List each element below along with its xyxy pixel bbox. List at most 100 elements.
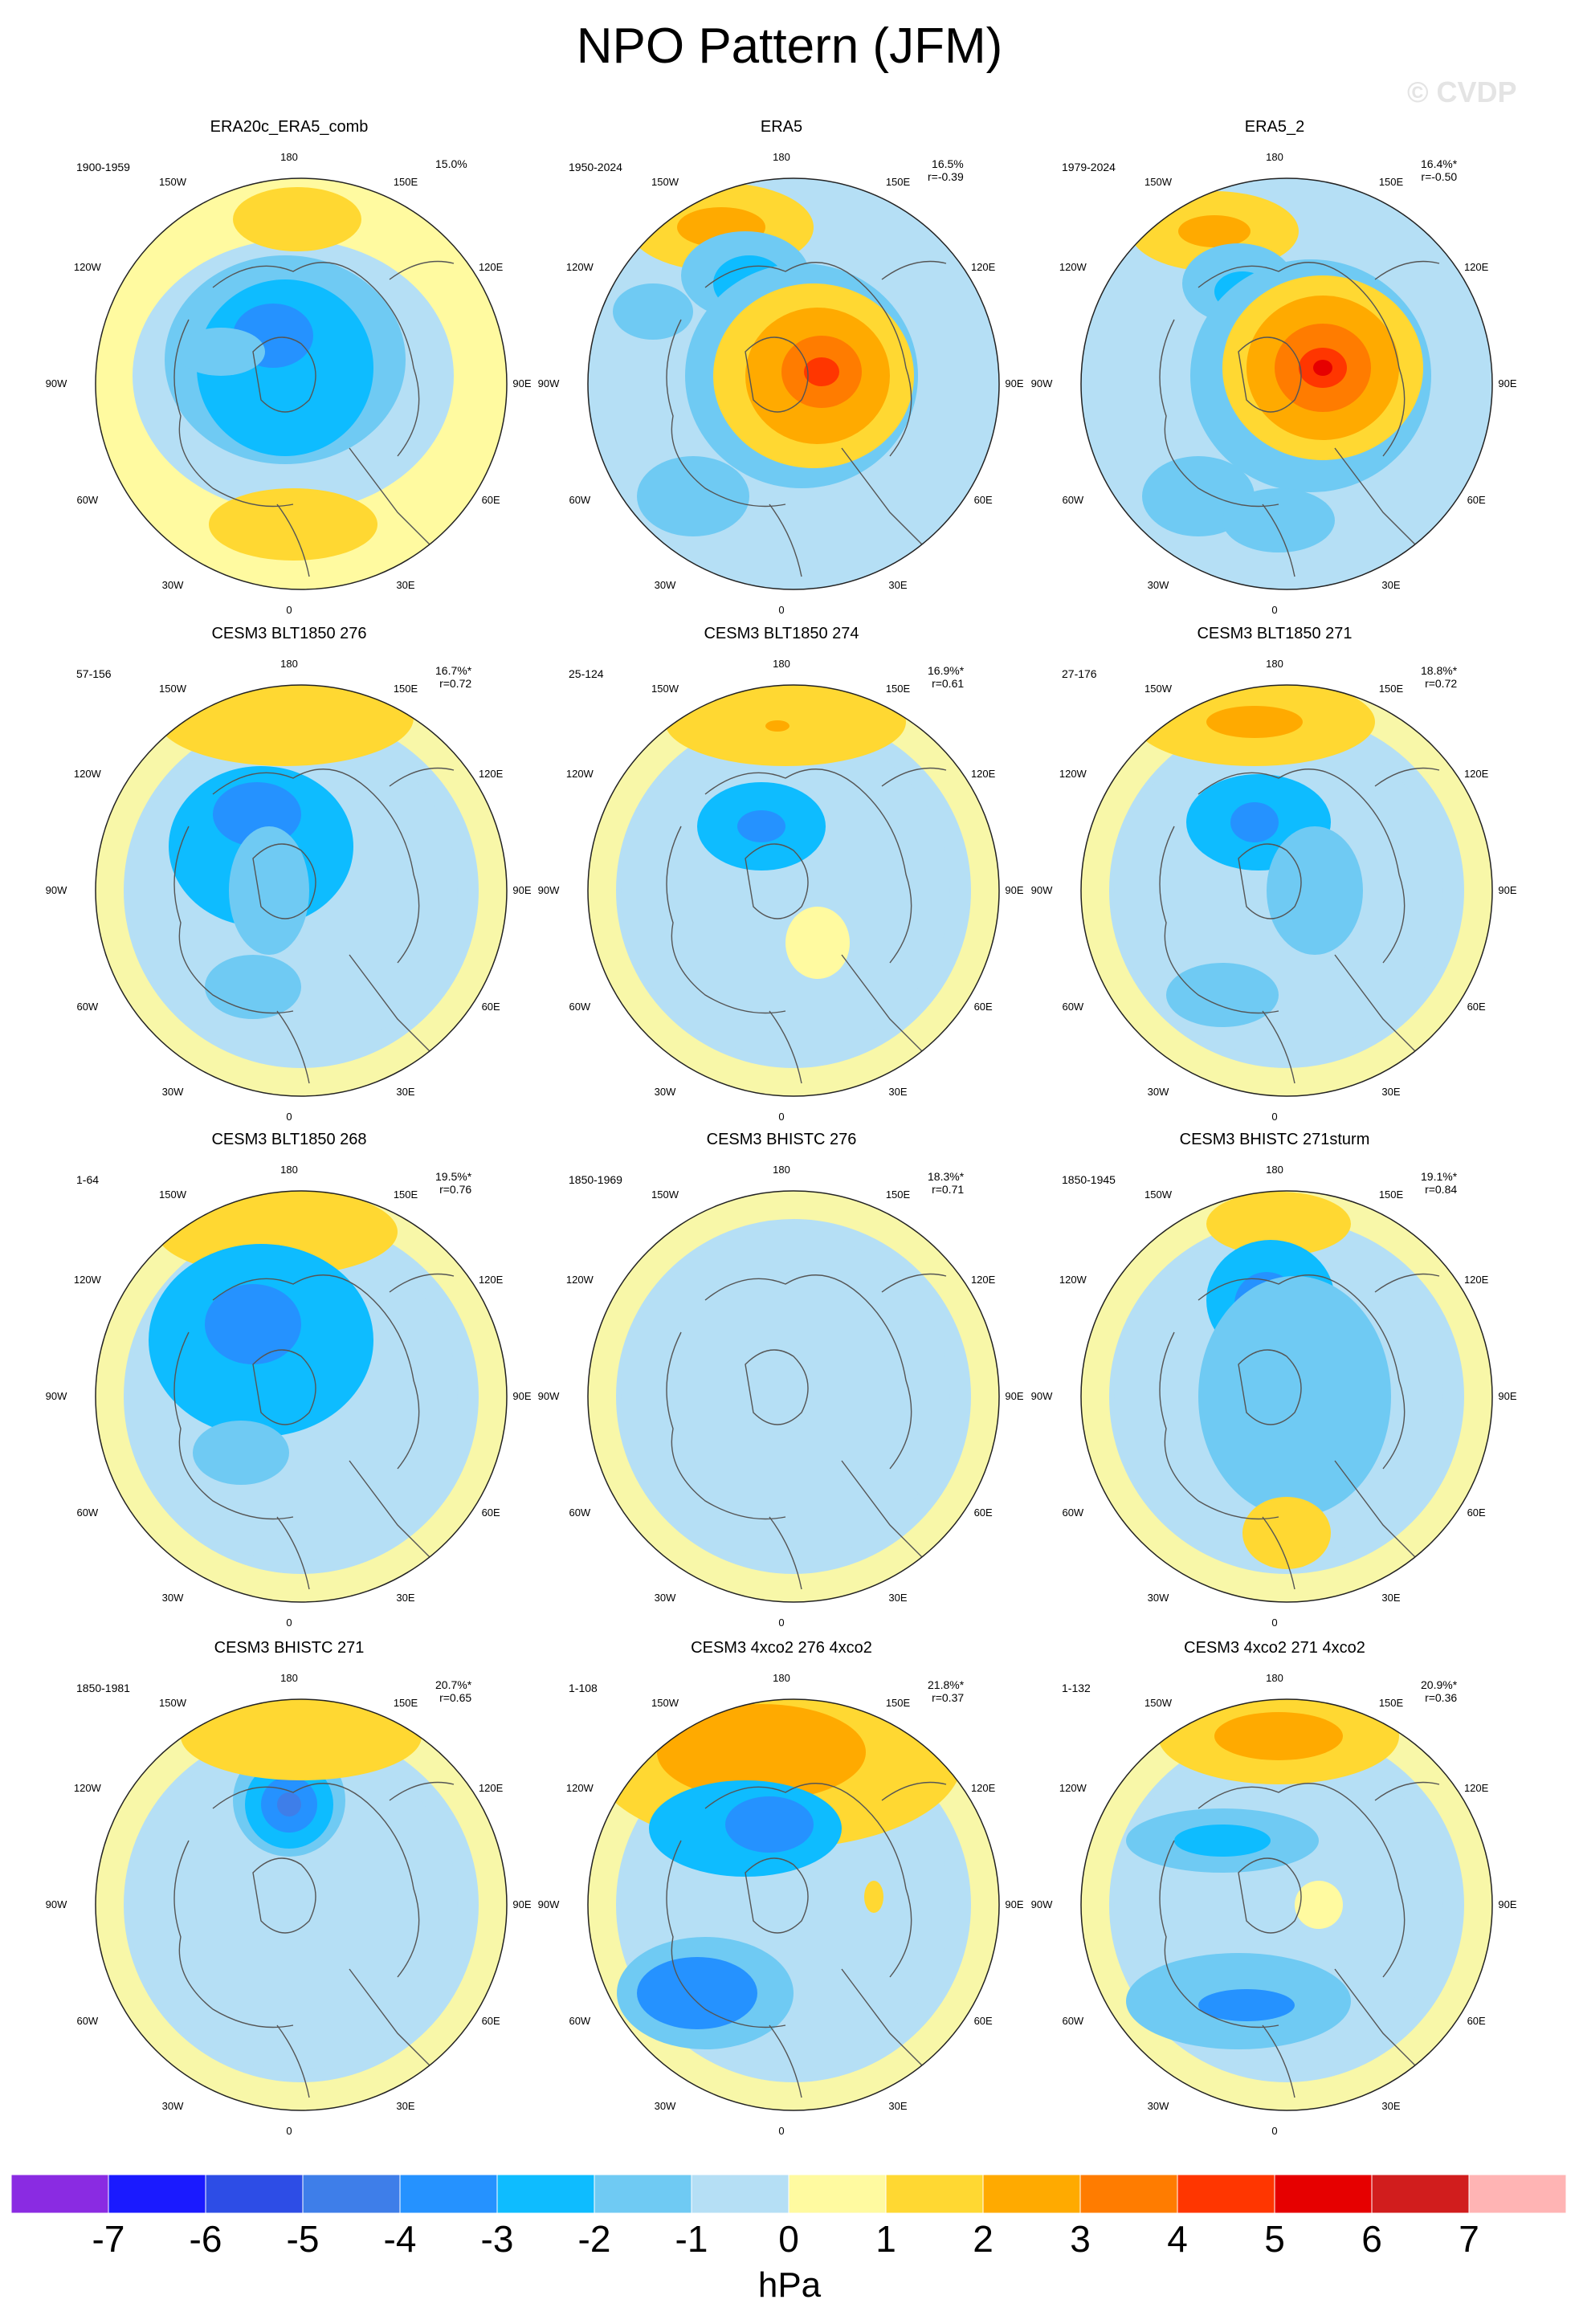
panel-period: 27-176 — [1062, 667, 1097, 680]
colorbar-tick-label: 7 — [1459, 2218, 1479, 2260]
longitude-label: 120W — [1059, 1782, 1087, 1794]
longitude-label: 150W — [159, 1188, 186, 1201]
panel-stats: 16.5% r=-0.39 — [928, 157, 964, 183]
longitude-label: 180 — [280, 151, 298, 163]
explained-variance: 16.9%* — [928, 664, 965, 677]
longitude-label: 60W — [1062, 1507, 1084, 1519]
longitude-label: 120W — [73, 1274, 101, 1286]
panel-title: ERA20c_ERA5_comb — [210, 118, 369, 136]
longitude-label: 60W — [1062, 1001, 1084, 1013]
explained-variance: 18.8%* — [1421, 664, 1458, 677]
longitude-label: 30E — [396, 1086, 415, 1099]
longitude-label: 150E — [885, 175, 911, 188]
longitude-label: 180 — [1266, 658, 1283, 670]
longitude-label: 60W — [1062, 494, 1084, 506]
longitude-label: 150W — [159, 682, 186, 695]
longitude-label: 30W — [1147, 1592, 1169, 1604]
longitude-label: 0 — [778, 1617, 785, 1629]
panel-stats: 20.9%* r=0.36 — [1421, 1678, 1457, 1704]
colorbar-swatch — [691, 2175, 790, 2213]
longitude-label: 90W — [537, 884, 560, 896]
polar-map — [95, 684, 508, 1097]
panel-stats: 18.3%* r=0.71 — [928, 1170, 964, 1196]
panel-title: CESM3 BHISTC 276 — [706, 1131, 857, 1148]
polar-map — [1080, 177, 1493, 590]
longitude-label: 90E — [1498, 884, 1517, 896]
longitude-label: 120W — [1059, 768, 1087, 780]
longitude-label: 0 — [778, 604, 785, 616]
longitude-label: 180 — [773, 658, 790, 670]
longitude-label: 90W — [537, 1390, 560, 1402]
longitude-label: 30E — [888, 1086, 908, 1099]
longitude-label: 60W — [569, 494, 591, 506]
longitude-label: 30E — [888, 2100, 908, 2113]
longitude-label: 120E — [970, 1274, 996, 1286]
longitude-label: 30E — [1381, 2100, 1401, 2113]
longitude-label: 60E — [973, 494, 993, 506]
longitude-label: 120W — [1059, 1274, 1087, 1286]
colorbar-swatch — [1371, 2175, 1470, 2213]
colorbar-tick-label: -6 — [189, 2218, 222, 2260]
polar-map — [1080, 1698, 1493, 2111]
explained-variance: 16.4%* — [1421, 157, 1458, 170]
explained-variance: 16.7%* — [435, 664, 472, 677]
longitude-label: 120E — [1463, 768, 1489, 780]
polar-map — [95, 1190, 508, 1603]
pattern-correlation: r=0.84 — [1425, 1183, 1458, 1196]
longitude-label: 150E — [885, 682, 911, 695]
longitude-label: 30W — [161, 2100, 184, 2113]
map-panel: CESM3 BLT1850 276 57-156 16.7%* r=0.72 180 15… — [40, 624, 538, 1123]
colorbar-tick-label: 5 — [1264, 2218, 1285, 2260]
longitude-label: 180 — [773, 1672, 790, 1684]
longitude-label: 90E — [512, 1390, 532, 1402]
longitude-label: 150W — [651, 1188, 679, 1201]
map-panel: CESM3 BLT1850 268 1-64 19.5%* r=0.76 180 150E… — [40, 1130, 538, 1629]
longitude-label: 0 — [778, 1111, 785, 1123]
colorbar-tick-label: 6 — [1361, 2218, 1382, 2260]
colorbar-tick-label: -1 — [675, 2218, 708, 2260]
longitude-label: 180 — [1266, 1164, 1283, 1176]
longitude-label: 0 — [1271, 1617, 1278, 1629]
pattern-correlation: r=-0.50 — [1421, 170, 1458, 183]
longitude-label: 150E — [393, 1696, 418, 1709]
longitude-label: 0 — [286, 2125, 292, 2137]
longitude-label: 30E — [1381, 1086, 1401, 1099]
longitude-label: 120E — [1463, 261, 1489, 273]
longitude-label: 90W — [45, 884, 67, 896]
longitude-label: 60W — [1062, 2015, 1084, 2027]
longitude-label: 150W — [159, 175, 186, 188]
pattern-correlation: r=0.71 — [932, 1183, 965, 1196]
longitude-label: 90W — [45, 377, 67, 389]
longitude-label: 90W — [1030, 884, 1053, 896]
pattern-correlation: r=0.61 — [932, 677, 965, 690]
longitude-label: 150E — [393, 175, 418, 188]
longitude-label: 150E — [393, 1188, 418, 1201]
map-panel: CESM3 BLT1850 274 25-124 16.9%* r=0.61 180 15… — [532, 624, 1030, 1123]
colorbar-swatch — [1274, 2175, 1373, 2213]
longitude-label: 150E — [393, 682, 418, 695]
explained-variance: 16.5% — [932, 157, 964, 170]
colorbar-swatch — [1177, 2175, 1275, 2213]
longitude-label: 90W — [45, 1898, 67, 1910]
polar-map — [95, 177, 508, 590]
explained-variance: 18.3%* — [928, 1170, 965, 1183]
longitude-label: 60E — [481, 1507, 500, 1519]
longitude-label: 60W — [76, 1507, 99, 1519]
panel-period: 57-156 — [76, 667, 112, 680]
panel-title: ERA5_2 — [1244, 118, 1305, 136]
polar-map — [95, 1698, 508, 2111]
pattern-correlation: r=0.36 — [1425, 1691, 1458, 1704]
longitude-label: 120W — [73, 261, 101, 273]
colorbar-swatch — [11, 2175, 109, 2213]
longitude-label: 60E — [1467, 1001, 1486, 1013]
colorbar-swatch — [594, 2175, 692, 2213]
longitude-label: 30W — [161, 1592, 184, 1604]
longitude-label: 60E — [973, 1507, 993, 1519]
longitude-label: 90E — [1005, 377, 1024, 389]
panel-title: CESM3 BLT1850 276 — [211, 625, 367, 642]
longitude-label: 120W — [565, 1274, 594, 1286]
longitude-label: 180 — [1266, 1672, 1283, 1684]
pattern-correlation: r=-0.39 — [928, 170, 964, 183]
map-panel: CESM3 BHISTC 276 1850-1969 18.3%* r=0.71 180… — [532, 1130, 1030, 1629]
colorbar — [11, 2175, 1566, 2213]
